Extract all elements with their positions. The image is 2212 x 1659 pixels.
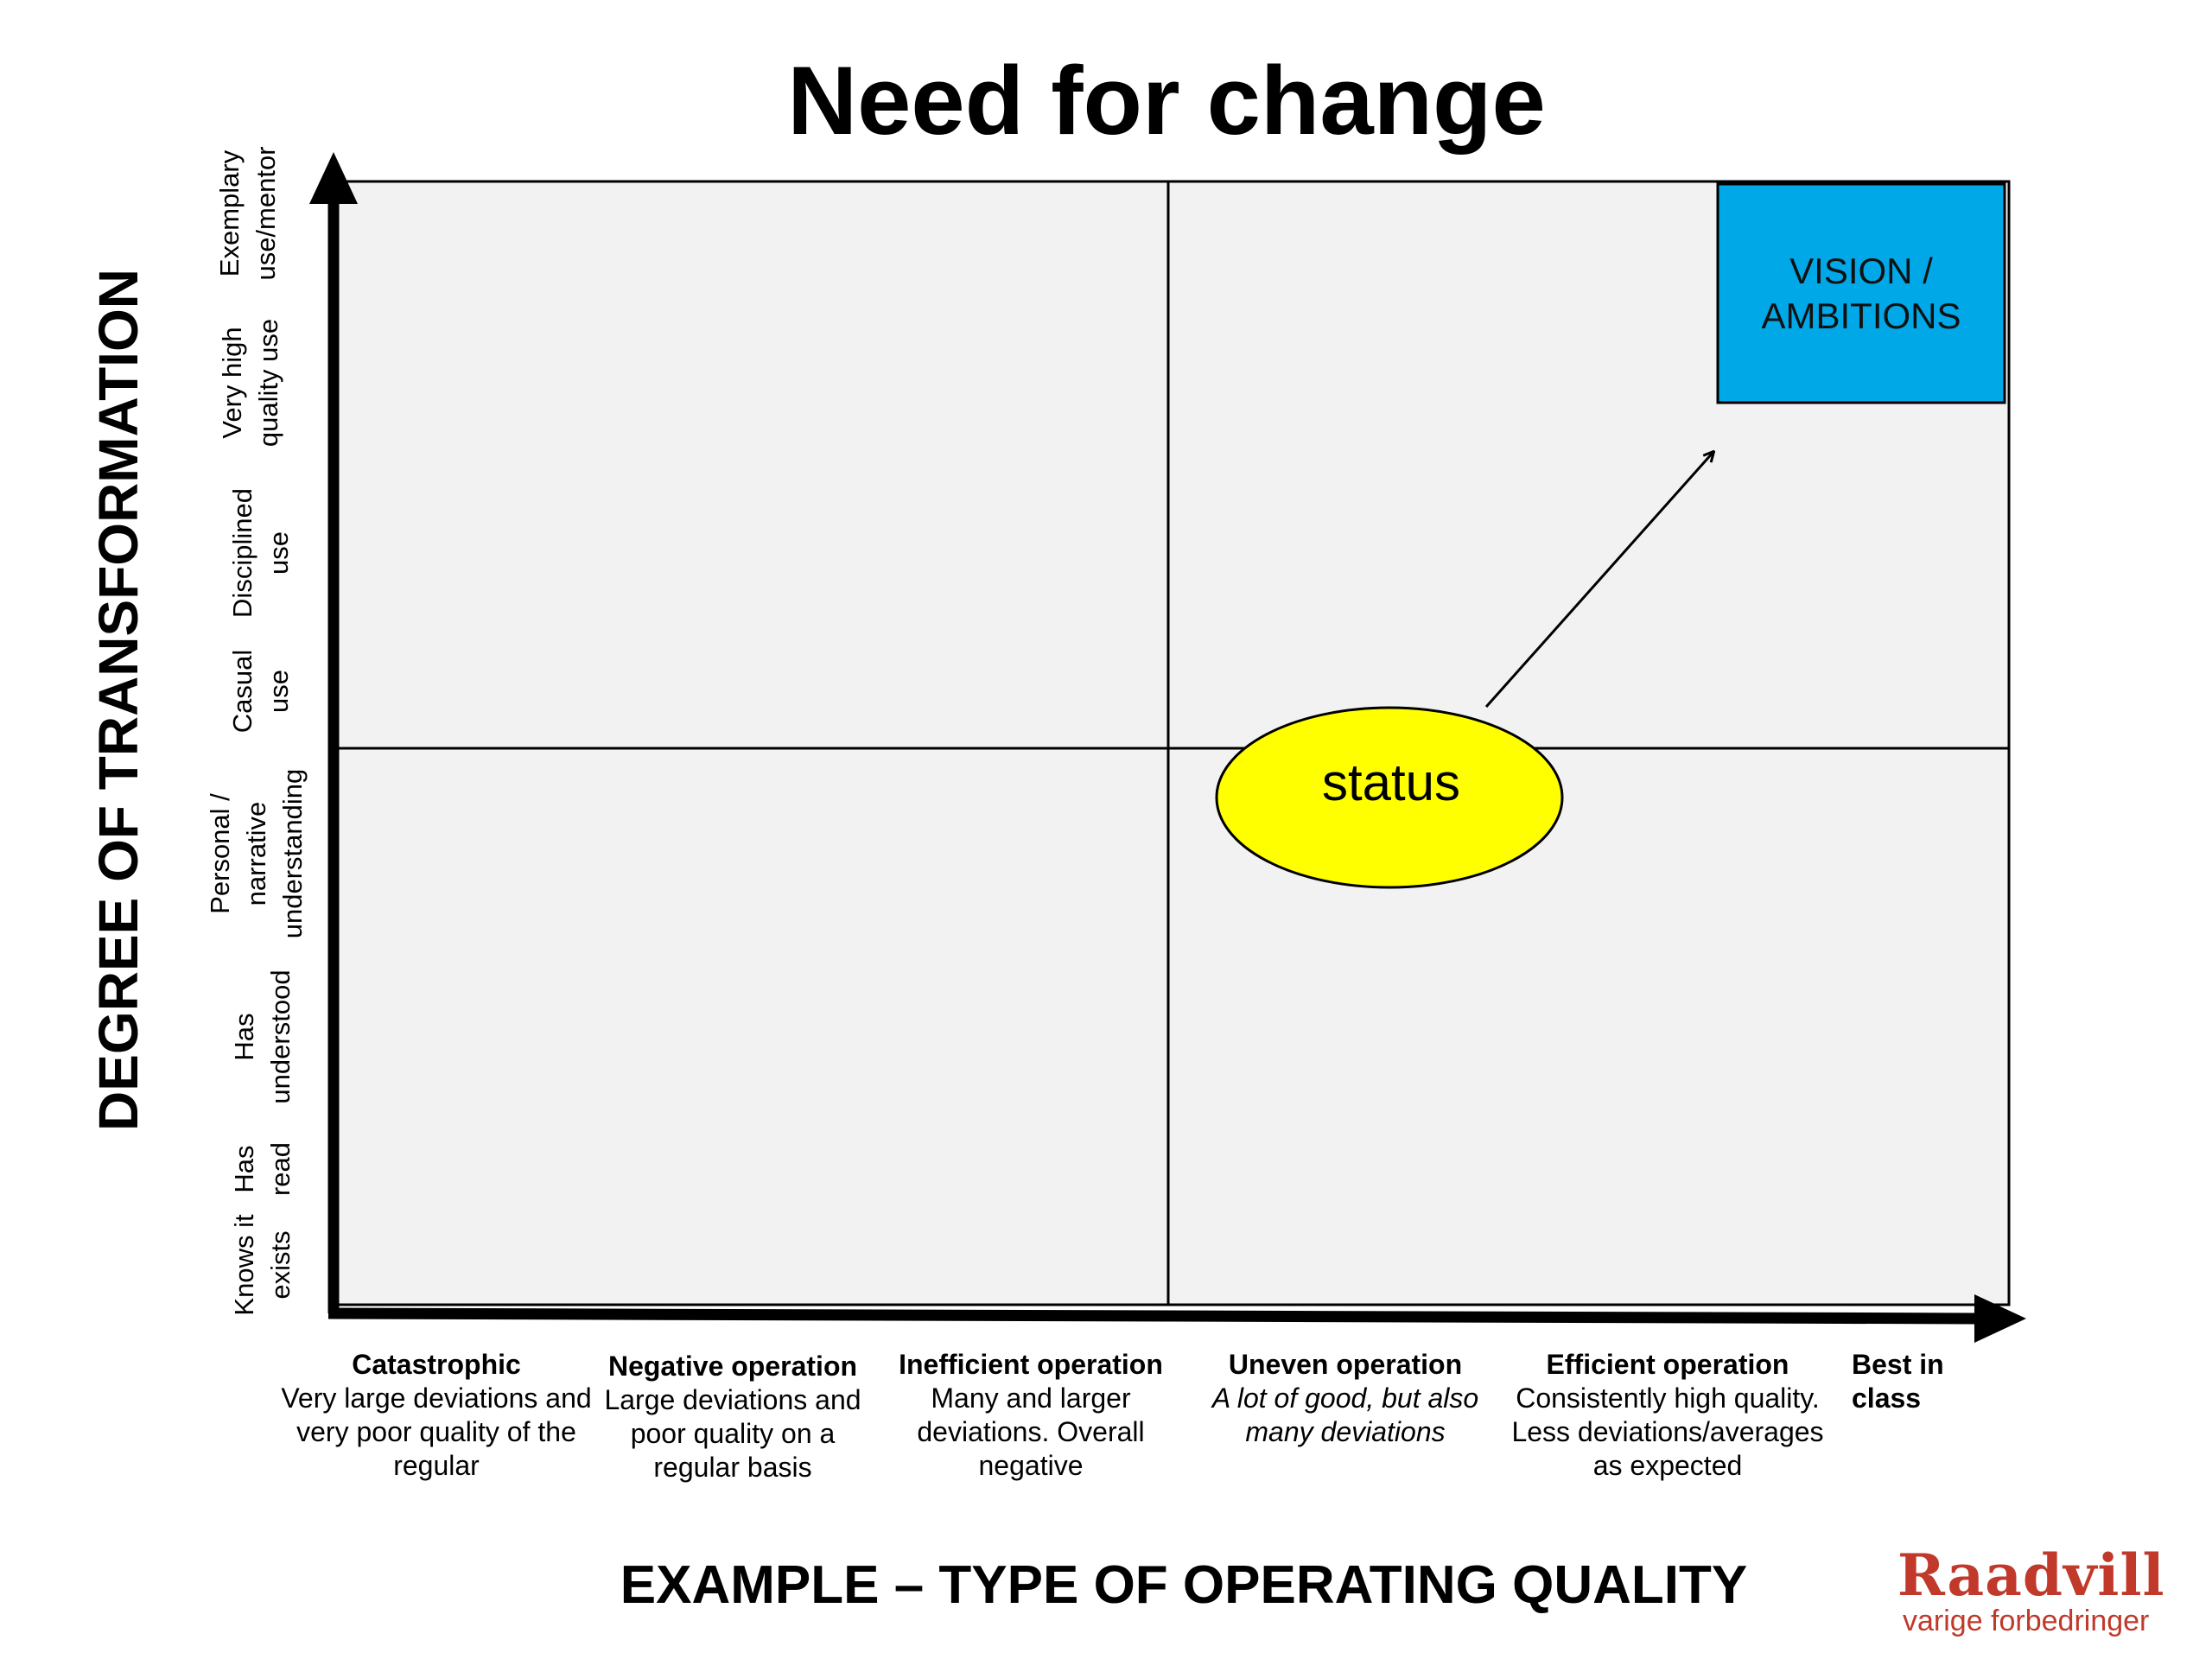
- y-level-label: Exemplary use/mentor: [214, 146, 281, 281]
- x-category-label: Best in class: [1852, 1348, 1964, 1415]
- x-category-heading: Efficient operation: [1546, 1349, 1789, 1380]
- y-level-label: Casual use: [227, 649, 294, 734]
- x-category-heading: Uneven operation: [1228, 1349, 1463, 1380]
- transition-arrow: [1484, 452, 1713, 708]
- y-level-label: Has understood: [229, 969, 296, 1104]
- page-title: Need for change: [787, 47, 1546, 155]
- status-label: status: [1321, 753, 1461, 811]
- x-category-label: Uneven operation A lot of good, but also…: [1207, 1348, 1484, 1449]
- y-axis-title: DEGREE OF TRANSFORMATION: [87, 269, 149, 1131]
- y-level-label: Very high quality use: [217, 318, 283, 448]
- x-category-heading: Best in class: [1852, 1349, 1944, 1414]
- x-category-label: Efficient operation Consistently high qu…: [1503, 1348, 1832, 1483]
- logo-name: Raadvill: [1897, 1541, 2165, 1609]
- vision-label: VISION / AMBITIONS: [1761, 250, 1961, 336]
- y-axis-arrowhead: [309, 152, 358, 204]
- y-level-label: Has read: [229, 1141, 296, 1197]
- raadvill-logo: Raadvill varige forbedringer: [1897, 1547, 2209, 1638]
- x-category-label: Catastrophic Very large deviations and v…: [272, 1348, 601, 1483]
- x-axis-line: [327, 1307, 1988, 1325]
- y-level-label: Disciplined use: [227, 488, 294, 618]
- x-category-description: Large deviations and poor quality on a r…: [604, 1384, 861, 1483]
- x-category-label: Inefficient operation Many and larger de…: [893, 1348, 1169, 1483]
- status-ellipse: [1215, 706, 1564, 889]
- x-axis-arrowhead: [1974, 1294, 2026, 1343]
- x-category-description: Many and larger deviations. Overall nega…: [917, 1382, 1145, 1481]
- x-category-description: Consistently high quality. Less deviatio…: [1511, 1382, 1824, 1481]
- x-category-heading: Inefficient operation: [899, 1349, 1163, 1380]
- x-category-description: A lot of good, but also many deviations: [1211, 1382, 1479, 1447]
- y-level-label: Personal / narrative understanding: [205, 768, 308, 939]
- y-level-label: Knows it exists: [229, 1214, 296, 1316]
- vision-box: [1716, 182, 2006, 404]
- logo-tagline: varige forbedringer: [1903, 1605, 2150, 1637]
- x-axis-title: EXAMPLE – TYPE OF OPERATING QUALITY: [620, 1555, 1748, 1615]
- x-category-description: Very large deviations and very poor qual…: [281, 1382, 592, 1481]
- x-category-heading: Catastrophic: [352, 1349, 521, 1380]
- x-category-heading: Negative operation: [607, 1351, 858, 1382]
- x-category-label: Negative operation Large deviations and …: [594, 1350, 871, 1484]
